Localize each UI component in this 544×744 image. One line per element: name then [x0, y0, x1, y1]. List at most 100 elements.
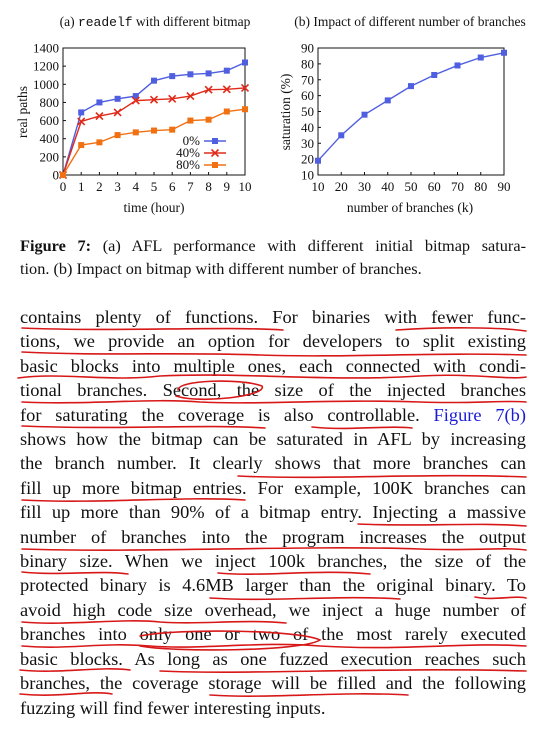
series-line: [318, 53, 504, 161]
data-point: [224, 109, 230, 115]
data-point: [362, 112, 368, 118]
x-tick-label: 60: [428, 179, 441, 194]
left-x-axis-label: time (hour): [123, 200, 184, 215]
x-tick-label: 0: [60, 179, 67, 194]
data-point: [60, 172, 66, 178]
figure-caption: Figure 7: (a) AFL performance with diffe…: [20, 234, 526, 280]
body-line: tional branches. Second, the size of the…: [20, 378, 526, 402]
y-tick-label: 90: [301, 41, 314, 56]
body-line: fill up more than 90% of a bitmap entry.…: [20, 500, 526, 524]
data-point: [385, 97, 391, 103]
y-tick-label: 600: [40, 113, 60, 128]
body-line: shows how the bitmap can be saturated in…: [20, 427, 526, 451]
x-tick-label: 5: [151, 179, 158, 194]
data-point: [187, 71, 193, 77]
figure-7: (a) readelf with different bitmap (b) Im…: [0, 0, 544, 230]
body-line: protected binary is 4.6MB larger than th…: [20, 573, 526, 597]
body-line-with-ref: for saturating the coverage is also cont…: [20, 403, 526, 427]
body-line: basic blocks. As long as one fuzzed exec…: [20, 647, 526, 671]
data-point: [96, 139, 102, 145]
data-point: [133, 129, 139, 135]
y-tick-label: 0: [53, 168, 60, 183]
body-line: avoid high code size overhead, we inject…: [20, 598, 526, 622]
y-tick-label: 400: [40, 131, 60, 146]
x-tick-label: 70: [451, 179, 464, 194]
data-point: [338, 132, 344, 138]
data-point: [187, 118, 193, 124]
body-line: number of branches into the program incr…: [20, 525, 526, 549]
data-point: [455, 62, 461, 68]
y-tick-label: 10: [301, 168, 314, 183]
data-point: [206, 117, 212, 123]
x-tick-label: 4: [133, 179, 140, 194]
caption-line-2: tion. (b) Impact on bitmap with differen…: [20, 257, 526, 280]
caption-line-1: Figure 7: (a) AFL performance with diffe…: [20, 234, 526, 257]
x-tick-label: 2: [96, 179, 103, 194]
body-line: basic blocks into multiple ones, each co…: [20, 354, 526, 378]
legend-marker: [212, 162, 218, 168]
body-paragraph: contains plenty of functions. For binari…: [20, 305, 526, 720]
figure-7b-link[interactable]: Figure 7(b): [434, 405, 526, 425]
y-tick-label: 800: [40, 95, 60, 110]
left-y-axis-label: real paths: [15, 86, 30, 138]
y-tick-label: 40: [301, 120, 314, 135]
data-point: [169, 73, 175, 79]
y-tick-label: 70: [301, 72, 314, 87]
data-point: [151, 78, 157, 84]
body-line: fill up more bitmap entries. For example…: [20, 476, 526, 500]
body-line: binary size. When we inject 100k branche…: [20, 549, 526, 573]
right-y-axis-label: saturation (%): [278, 74, 293, 151]
x-tick-label: 7: [187, 179, 194, 194]
right-plot-frame: [318, 48, 504, 175]
legend-label: 80%: [176, 157, 200, 172]
y-tick-label: 1400: [33, 41, 59, 56]
y-tick-label: 1000: [33, 77, 59, 92]
x-tick-label: 80: [474, 179, 487, 194]
y-tick-label: 80: [301, 56, 314, 71]
x-tick-label: 9: [224, 179, 231, 194]
x-tick-label: 8: [205, 179, 212, 194]
left-panel-title: (a) readelf with different bitmap: [60, 14, 251, 30]
y-tick-label: 1200: [33, 59, 59, 74]
body-line: for saturating the coverage is also cont…: [20, 405, 420, 425]
x-tick-label: 3: [114, 179, 121, 194]
data-point: [169, 127, 175, 133]
legend: 0%40%80%: [176, 133, 226, 172]
x-tick-label: 1: [78, 179, 85, 194]
data-point: [96, 99, 102, 105]
data-point: [242, 106, 248, 112]
data-point: [431, 72, 437, 78]
body-line: the branch number. It clearly shows that…: [20, 451, 526, 475]
data-point: [478, 55, 484, 61]
y-tick-label: 200: [40, 149, 60, 164]
data-point: [115, 132, 121, 138]
body-line: branches, the coverage storage will be f…: [20, 671, 526, 695]
data-point: [151, 128, 157, 134]
y-tick-label: 60: [301, 88, 314, 103]
y-tick-label: 30: [301, 136, 314, 151]
x-tick-label: 20: [335, 179, 348, 194]
data-point: [206, 70, 212, 76]
data-point: [315, 158, 321, 164]
data-point: [501, 50, 507, 56]
body-line: tions, we provide an option for develope…: [20, 329, 526, 353]
right-x-axis-label: number of branches (k): [347, 200, 473, 215]
legend-marker: [212, 138, 218, 144]
x-tick-label: 50: [405, 179, 418, 194]
caption-label: Figure 7:: [20, 236, 91, 255]
body-line: contains plenty of functions. For binari…: [20, 305, 526, 329]
data-point: [242, 60, 248, 66]
x-tick-label: 6: [169, 179, 176, 194]
x-tick-label: 10: [239, 179, 252, 194]
x-tick-label: 30: [358, 179, 371, 194]
x-tick-label: 40: [381, 179, 394, 194]
y-tick-label: 20: [301, 152, 314, 167]
caption-text-1: (a) AFL performance with different initi…: [91, 236, 526, 255]
data-point: [78, 142, 84, 148]
data-point: [224, 68, 230, 74]
y-tick-label: 50: [301, 104, 314, 119]
data-point: [115, 96, 121, 102]
data-point: [408, 83, 414, 89]
